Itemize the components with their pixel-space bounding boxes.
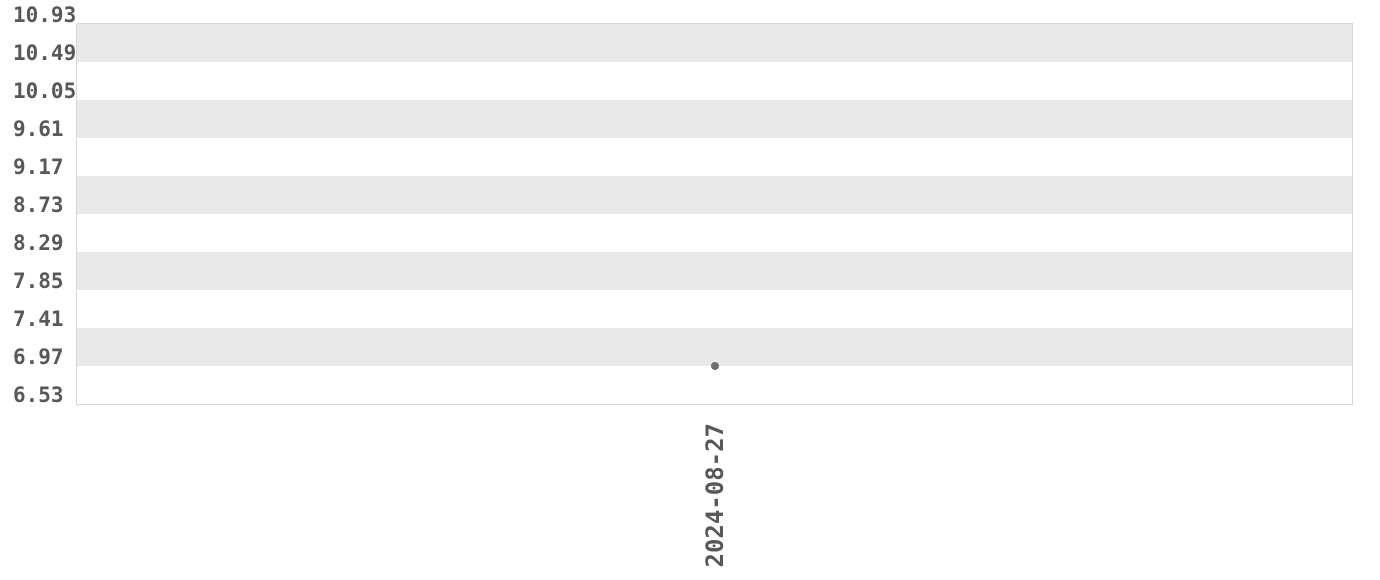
y-axis-tick-label: 8.29: [13, 231, 64, 255]
data-point: [710, 362, 719, 370]
y-axis-tick-label: 6.53: [13, 383, 64, 407]
y-axis-tick-label: 10.49: [13, 41, 77, 65]
y-axis-tick-label: 7.41: [13, 307, 64, 331]
plot-area: [76, 23, 1353, 405]
y-axis-tick-label: 10.05: [13, 79, 77, 103]
y-axis-tick-label: 8.73: [13, 193, 64, 217]
y-axis-tick-label: 7.85: [13, 269, 64, 293]
y-axis-tick-label: 6.97: [13, 345, 64, 369]
x-axis-tick-label: 2024-08-27: [700, 423, 729, 568]
y-axis-tick-label: 9.17: [13, 155, 64, 179]
y-axis-tick-label: 9.61: [13, 117, 64, 141]
y-axis-tick-label: 10.93: [13, 3, 77, 27]
